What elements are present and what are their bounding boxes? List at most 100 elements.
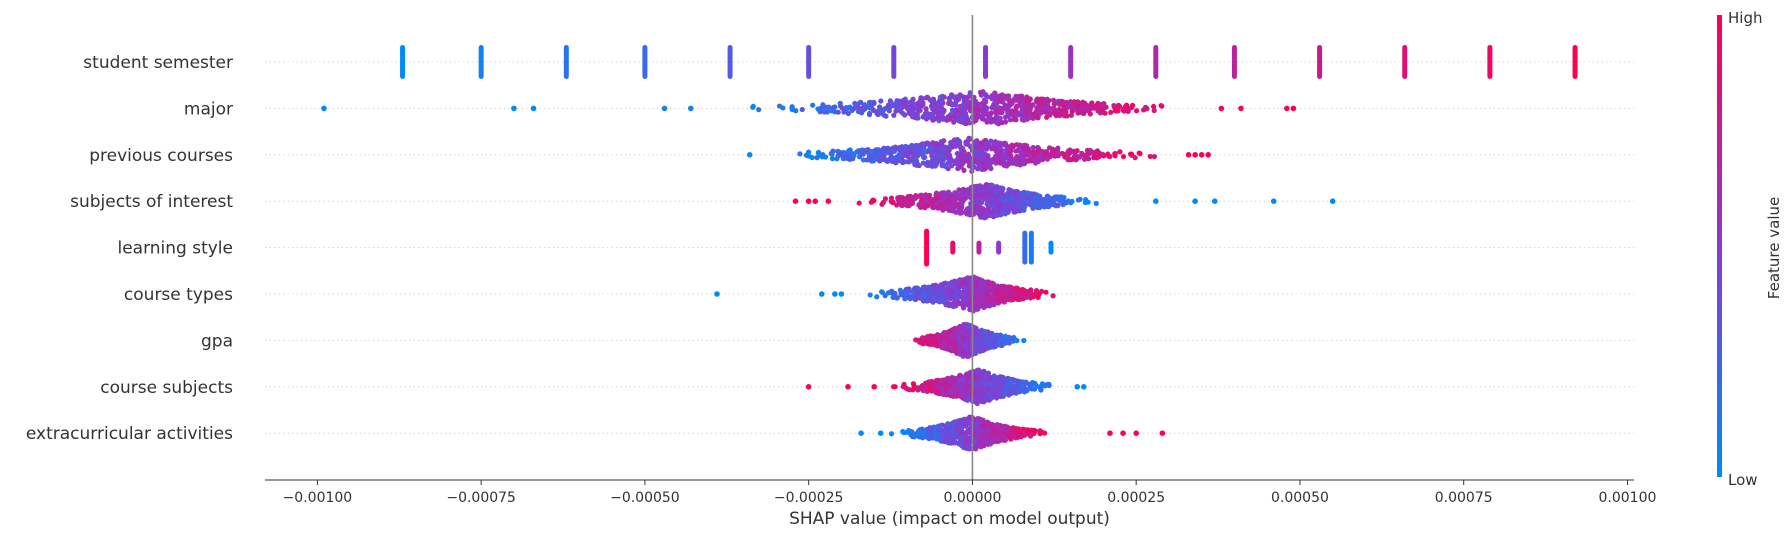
data-point	[1082, 100, 1088, 106]
data-point	[828, 150, 834, 157]
data-point	[856, 154, 863, 160]
data-point	[1081, 110, 1087, 116]
data-point	[934, 436, 940, 442]
data-point	[989, 145, 995, 152]
data-point	[1050, 97, 1057, 103]
data-point	[1085, 199, 1091, 205]
data-point	[975, 105, 981, 111]
data-point	[960, 157, 966, 163]
data-point	[1068, 200, 1074, 206]
data-point	[1030, 102, 1036, 108]
data-point	[950, 195, 956, 201]
data-point	[1047, 112, 1053, 118]
data-point-outlier	[1211, 198, 1218, 204]
data-point-outlier	[825, 198, 832, 204]
data-point	[998, 142, 1004, 149]
data-point	[789, 106, 795, 113]
data-point	[950, 114, 957, 121]
data-point	[973, 282, 979, 288]
data-point	[885, 102, 892, 108]
data-point	[866, 111, 873, 118]
data-point	[941, 330, 947, 336]
data-point	[1088, 149, 1094, 155]
data-point	[1023, 294, 1029, 300]
data-point	[973, 192, 979, 198]
data-point-outlier	[792, 198, 799, 204]
data-point	[941, 391, 947, 398]
data-point	[989, 281, 996, 287]
data-point	[940, 156, 947, 163]
data-point	[923, 116, 930, 122]
data-point	[989, 182, 995, 189]
x-tick-label: 0.00050	[1271, 490, 1329, 506]
data-point	[1013, 117, 1019, 123]
data-point	[1025, 158, 1031, 164]
data-point	[997, 115, 1003, 121]
data-point	[900, 428, 906, 435]
data-point	[1031, 156, 1037, 162]
data-point	[982, 299, 988, 305]
data-point-cluster	[1572, 45, 1578, 79]
feature-label: subjects of interest	[70, 192, 233, 212]
data-point	[949, 203, 955, 209]
data-point	[871, 99, 877, 105]
data-point-outlier	[812, 198, 819, 204]
feature-label: student semester	[83, 53, 233, 73]
data-point	[953, 96, 959, 103]
data-point	[999, 380, 1005, 386]
data-point	[972, 371, 979, 377]
data-point	[1011, 96, 1017, 102]
data-point	[993, 93, 1000, 99]
data-point	[874, 110, 880, 116]
data-point	[957, 436, 963, 443]
data-point	[1022, 146, 1029, 152]
data-point	[867, 292, 873, 298]
data-point	[891, 148, 898, 154]
data-point	[960, 145, 966, 151]
data-point	[1046, 200, 1052, 206]
data-point	[987, 199, 993, 205]
data-point	[956, 418, 963, 425]
data-point	[962, 120, 968, 126]
data-point	[855, 105, 862, 111]
data-point	[878, 98, 884, 104]
data-point	[1016, 143, 1022, 149]
data-point	[947, 333, 953, 339]
data-point	[1021, 337, 1027, 344]
data-point	[1096, 154, 1102, 160]
data-point	[976, 150, 982, 156]
data-point	[861, 102, 868, 108]
data-point	[975, 419, 981, 425]
data-point	[1060, 109, 1066, 115]
data-point	[961, 295, 967, 302]
data-point	[907, 387, 913, 393]
data-point	[970, 308, 976, 314]
data-point	[826, 104, 832, 110]
data-point	[1006, 144, 1012, 150]
data-point	[956, 141, 963, 147]
data-point	[905, 145, 911, 151]
data-point	[965, 353, 971, 360]
data-point	[943, 295, 949, 301]
data-point	[980, 116, 987, 122]
data-point	[983, 92, 989, 98]
data-point	[1034, 383, 1040, 389]
data-point-outlier	[746, 152, 753, 158]
data-point	[965, 158, 971, 164]
data-point	[956, 378, 962, 384]
data-point	[909, 148, 915, 154]
data-point	[874, 294, 880, 300]
data-point	[1006, 425, 1012, 431]
data-point	[911, 383, 917, 390]
data-point	[959, 200, 965, 207]
data-point	[880, 108, 886, 114]
data-point-outlier	[1185, 152, 1192, 158]
data-point	[978, 397, 984, 403]
data-point-outlier	[1080, 384, 1087, 390]
data-point	[797, 151, 803, 157]
data-point	[1034, 96, 1041, 102]
data-point	[991, 373, 997, 379]
data-point-outlier	[1205, 152, 1212, 158]
data-point	[1147, 153, 1153, 160]
data-point-cluster	[924, 228, 930, 267]
